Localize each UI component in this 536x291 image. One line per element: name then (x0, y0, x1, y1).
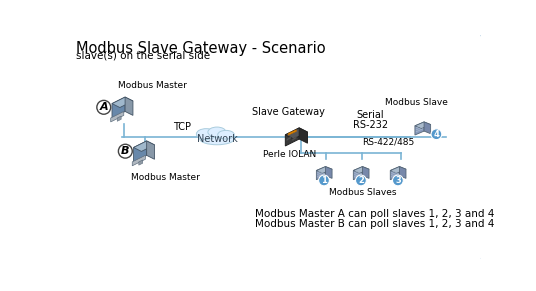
Circle shape (355, 175, 366, 186)
Polygon shape (125, 97, 133, 116)
Polygon shape (112, 97, 125, 118)
Text: B: B (121, 146, 130, 156)
Text: TCP: TCP (173, 122, 191, 132)
Circle shape (318, 175, 329, 186)
Polygon shape (353, 166, 362, 180)
Polygon shape (132, 155, 145, 166)
Text: Serial: Serial (356, 110, 384, 120)
Polygon shape (415, 122, 424, 135)
Text: Modbus Slave: Modbus Slave (385, 97, 448, 107)
Text: Modbus Master: Modbus Master (131, 173, 200, 182)
Polygon shape (316, 166, 332, 173)
Polygon shape (362, 166, 369, 178)
Polygon shape (112, 97, 133, 108)
Polygon shape (390, 166, 399, 180)
Polygon shape (399, 166, 406, 178)
Text: RS-422/485: RS-422/485 (362, 138, 414, 147)
Ellipse shape (208, 127, 226, 137)
Text: Modbus Slaves: Modbus Slaves (329, 188, 396, 197)
Text: RS-232: RS-232 (353, 120, 388, 129)
Text: Modbus Slave Gateway - Scenario: Modbus Slave Gateway - Scenario (76, 41, 326, 56)
Polygon shape (285, 128, 308, 139)
Polygon shape (299, 128, 308, 143)
Polygon shape (424, 122, 430, 134)
Polygon shape (288, 130, 296, 135)
Text: Modbus Master B can poll slaves 1, 2, 3 and 4: Modbus Master B can poll slaves 1, 2, 3 … (255, 219, 494, 229)
Text: 1: 1 (321, 176, 327, 185)
Circle shape (431, 129, 442, 140)
Polygon shape (287, 136, 291, 141)
Text: Network: Network (197, 134, 237, 144)
Text: Modbus Master A can poll slaves 1, 2, 3 and 4: Modbus Master A can poll slaves 1, 2, 3 … (255, 209, 494, 219)
Text: 2: 2 (358, 176, 364, 185)
Polygon shape (111, 111, 124, 122)
Polygon shape (325, 166, 332, 178)
Text: Modbus Master: Modbus Master (117, 81, 187, 91)
Polygon shape (139, 160, 143, 165)
Circle shape (392, 175, 403, 186)
Ellipse shape (196, 129, 216, 139)
Text: 4: 4 (434, 130, 440, 139)
Polygon shape (147, 141, 154, 159)
Circle shape (97, 100, 111, 114)
Ellipse shape (200, 133, 234, 145)
Text: slave(s) on the serial side: slave(s) on the serial side (76, 50, 210, 60)
Polygon shape (316, 166, 325, 180)
FancyBboxPatch shape (66, 33, 482, 261)
Text: 3: 3 (395, 176, 401, 185)
Polygon shape (133, 141, 154, 151)
Polygon shape (353, 166, 369, 173)
Text: Slave Gateway: Slave Gateway (252, 107, 325, 116)
Polygon shape (390, 166, 406, 173)
Text: A: A (100, 102, 108, 112)
Polygon shape (117, 116, 121, 121)
Polygon shape (285, 128, 299, 146)
Circle shape (118, 144, 132, 158)
Polygon shape (292, 136, 296, 141)
Text: Perle IOLAN: Perle IOLAN (264, 150, 317, 159)
Polygon shape (133, 141, 147, 162)
Ellipse shape (218, 130, 234, 139)
Polygon shape (415, 122, 430, 128)
